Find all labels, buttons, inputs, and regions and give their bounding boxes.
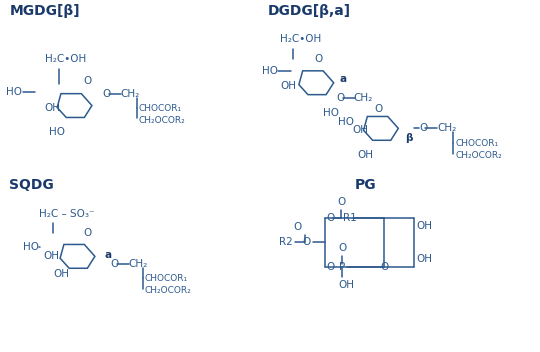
Text: CH₂OCOR₂: CH₂OCOR₂ (145, 285, 191, 295)
Text: CHOCOR₁: CHOCOR₁ (455, 139, 498, 148)
Text: OH: OH (339, 280, 355, 290)
Text: O: O (338, 197, 346, 207)
Text: O: O (103, 89, 111, 99)
Text: O: O (315, 54, 323, 64)
Text: O: O (111, 259, 119, 269)
Text: HO: HO (49, 127, 65, 137)
Text: CH₂: CH₂ (354, 93, 373, 103)
Text: H₂C – SO₃⁻: H₂C – SO₃⁻ (39, 209, 94, 219)
Text: H₂C•OH: H₂C•OH (280, 34, 321, 44)
Text: O: O (302, 238, 311, 247)
Text: O: O (294, 221, 302, 232)
Text: O: O (83, 227, 91, 238)
Text: a: a (105, 250, 112, 260)
Text: OH: OH (357, 150, 374, 160)
Text: OH: OH (280, 81, 296, 91)
Text: β: β (406, 133, 413, 143)
Text: CH₂: CH₂ (437, 124, 456, 133)
Text: OH: OH (416, 254, 432, 264)
Text: PG: PG (355, 178, 376, 192)
Text: CHOCOR₁: CHOCOR₁ (145, 274, 188, 283)
Text: a: a (340, 74, 347, 84)
Text: HO: HO (338, 118, 354, 127)
Text: SQDG: SQDG (9, 178, 54, 192)
Text: HO: HO (23, 243, 39, 252)
Text: CHOCOR₁: CHOCOR₁ (139, 104, 182, 113)
Text: OH: OH (43, 251, 59, 262)
Text: R1: R1 (342, 213, 356, 223)
Text: O: O (336, 93, 345, 103)
Text: DGDG[β,a]: DGDG[β,a] (268, 4, 351, 18)
Text: P: P (339, 262, 345, 272)
Text: O: O (419, 124, 428, 133)
Text: O: O (327, 213, 335, 223)
Text: CH₂OCOR₂: CH₂OCOR₂ (455, 151, 502, 160)
Text: O: O (83, 76, 91, 86)
Text: OH: OH (53, 269, 69, 279)
Text: H₂C•OH: H₂C•OH (45, 54, 86, 64)
Text: HO: HO (6, 87, 22, 97)
Text: O: O (327, 262, 335, 272)
Text: O: O (380, 262, 389, 272)
Text: HO: HO (323, 108, 339, 119)
Text: HO: HO (262, 66, 278, 76)
Text: OH: OH (44, 102, 60, 113)
Text: OH: OH (416, 221, 432, 231)
Text: O: O (374, 103, 383, 114)
Text: CH₂: CH₂ (121, 89, 140, 99)
Text: CH₂OCOR₂: CH₂OCOR₂ (139, 116, 185, 125)
Text: CH₂: CH₂ (129, 259, 148, 269)
Text: O: O (339, 243, 347, 253)
Text: OH: OH (353, 125, 369, 136)
Text: MGDG[β]: MGDG[β] (9, 4, 80, 18)
Text: R2: R2 (279, 238, 293, 247)
